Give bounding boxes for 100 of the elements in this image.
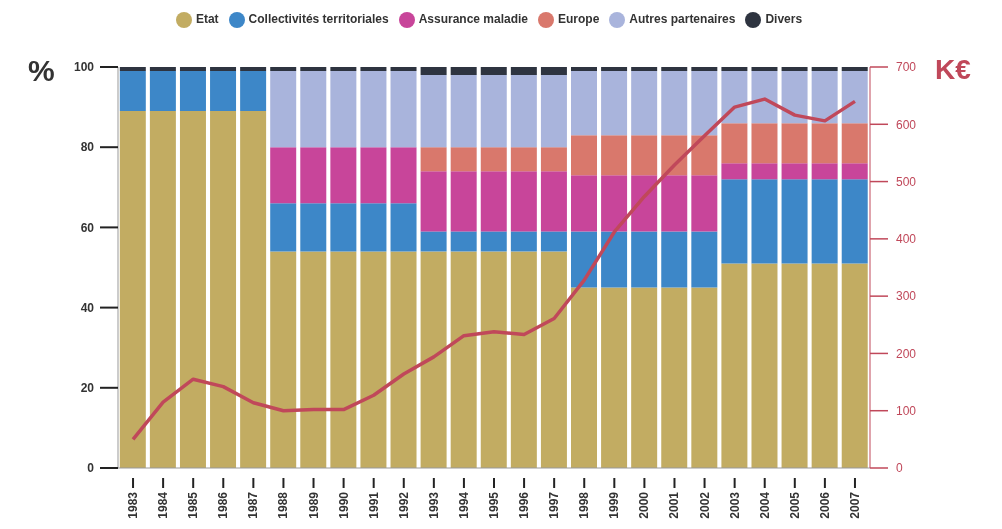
bar — [841, 263, 868, 468]
bar — [721, 71, 748, 124]
bar — [300, 71, 327, 148]
bar — [571, 175, 597, 232]
bar — [330, 71, 357, 148]
bar — [751, 123, 778, 164]
bar — [270, 71, 297, 148]
y-axis-title: % — [28, 54, 55, 87]
bar — [811, 163, 838, 180]
y-tick-label: 20 — [80, 381, 95, 396]
bar — [119, 67, 146, 72]
x-tick-label: 2002 — [697, 491, 712, 519]
bar — [360, 251, 387, 468]
y2-tick-label: 500 — [896, 174, 917, 189]
bar — [751, 71, 778, 124]
y2-tick-label: 100 — [896, 403, 917, 418]
y2-tick-label: 300 — [896, 289, 917, 304]
bar — [841, 67, 868, 72]
x-tick-label: 1991 — [366, 491, 381, 519]
x-tick-label: 1992 — [396, 491, 411, 519]
bar — [661, 175, 688, 232]
bar — [450, 75, 477, 148]
bar — [300, 67, 327, 72]
bar — [480, 171, 507, 232]
bar — [751, 179, 778, 264]
bar — [781, 163, 808, 180]
bar — [270, 67, 297, 72]
x-tick-label: 2006 — [817, 491, 832, 519]
bar — [270, 203, 297, 252]
x-tick-label: 1987 — [246, 491, 261, 519]
bar — [540, 147, 567, 172]
bar — [210, 71, 237, 112]
bar — [210, 67, 237, 72]
bar — [240, 71, 267, 112]
bar — [721, 263, 748, 468]
y2-tick-label: 700 — [896, 60, 917, 75]
bar — [721, 123, 748, 164]
bar — [480, 75, 507, 148]
bar — [811, 263, 838, 468]
x-tick-label: 2007 — [847, 491, 862, 519]
bar — [300, 203, 327, 252]
x-tick-label: 1984 — [156, 491, 171, 519]
x-tick-label: 2001 — [667, 491, 682, 519]
bar — [510, 231, 537, 252]
bar — [781, 179, 808, 264]
bar — [691, 175, 718, 232]
legend-label: Divers — [765, 12, 803, 27]
bar — [601, 71, 628, 136]
bar — [450, 171, 477, 232]
bar — [571, 67, 597, 72]
bar — [811, 71, 838, 124]
bar — [510, 147, 537, 172]
bar — [179, 71, 206, 112]
bar — [390, 71, 417, 148]
bar — [571, 135, 597, 176]
bar — [450, 147, 477, 172]
bar — [661, 231, 688, 288]
bar — [691, 231, 718, 288]
bar — [420, 171, 447, 232]
bar — [420, 75, 447, 148]
bar — [721, 163, 748, 180]
bar — [540, 251, 567, 468]
bar — [540, 231, 567, 252]
x-tick-label: 1998 — [577, 491, 592, 519]
bar — [631, 135, 658, 176]
bar — [390, 147, 417, 204]
bar — [601, 175, 628, 232]
bar — [661, 67, 688, 72]
bar — [390, 203, 417, 252]
bar — [571, 231, 597, 288]
bar — [510, 67, 537, 76]
bar — [571, 287, 597, 468]
bar — [360, 67, 387, 72]
bar — [811, 123, 838, 164]
bar — [841, 163, 868, 180]
bar — [240, 111, 267, 468]
bar — [420, 147, 447, 172]
bar — [330, 67, 357, 72]
bar — [450, 231, 477, 252]
bar — [149, 71, 176, 112]
bar — [721, 179, 748, 264]
y-tick-label: 80 — [80, 140, 95, 155]
bar — [330, 203, 357, 252]
bar — [119, 111, 146, 468]
x-tick-label: 2000 — [637, 491, 652, 519]
bar — [510, 251, 537, 468]
bar — [450, 67, 477, 76]
bar — [480, 231, 507, 252]
bar — [781, 67, 808, 72]
x-tick-label: 1994 — [456, 491, 471, 519]
y-tick-label: 60 — [80, 220, 95, 235]
bar — [811, 67, 838, 72]
bar — [751, 163, 778, 180]
legend-label: Autres partenaires — [629, 12, 736, 27]
bar — [540, 75, 567, 148]
x-tick-label: 1988 — [276, 491, 291, 519]
bar — [510, 171, 537, 232]
legend-label: Europe — [558, 12, 600, 27]
legend-label: Etat — [195, 12, 219, 27]
bar — [841, 71, 868, 124]
